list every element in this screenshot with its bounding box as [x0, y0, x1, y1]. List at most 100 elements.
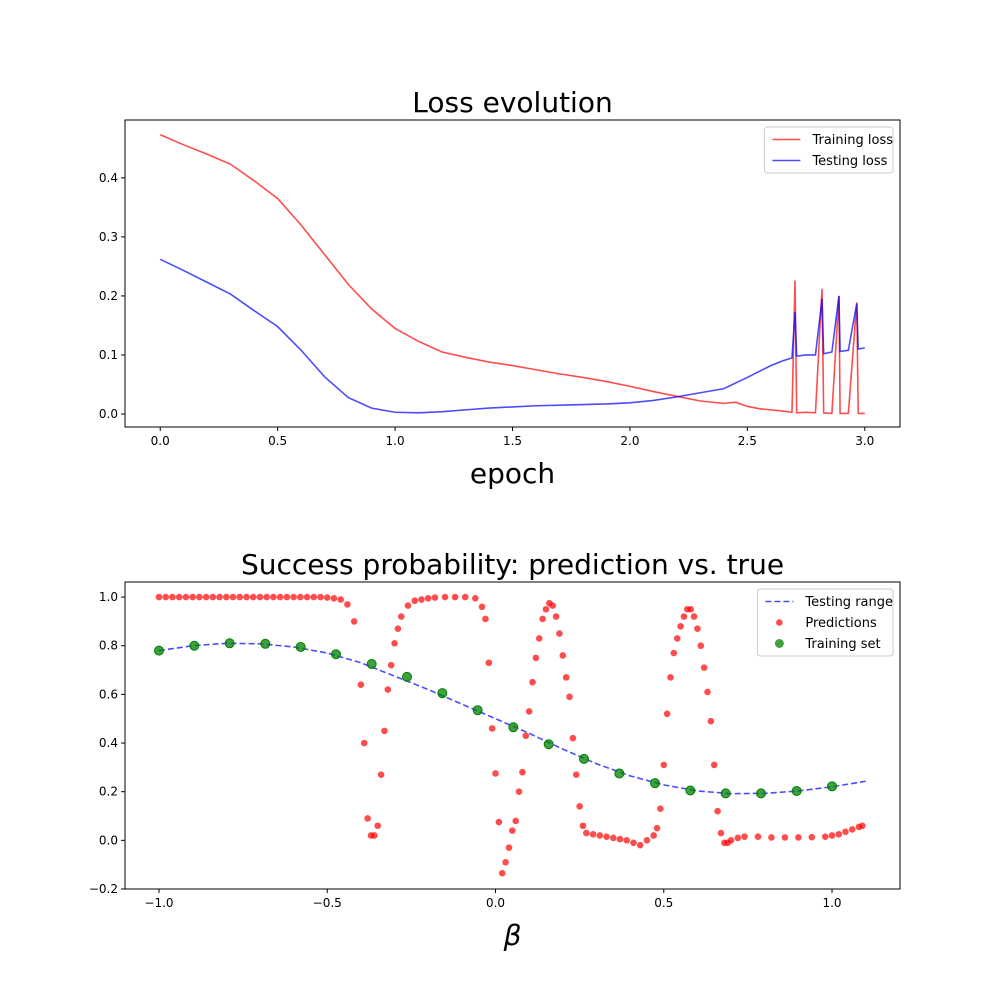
data-point — [263, 593, 270, 601]
data-point — [371, 832, 378, 839]
data-point — [366, 658, 377, 669]
data-point — [539, 615, 546, 623]
data-point — [616, 835, 624, 843]
data-point — [781, 834, 789, 841]
data-point — [222, 593, 230, 601]
data-point — [650, 832, 657, 839]
data-point — [717, 829, 725, 837]
data-point — [472, 705, 483, 716]
data-point — [680, 613, 688, 620]
legend: Training loss Testing loss — [763, 126, 894, 174]
x-tick-label: 2.5 — [738, 434, 757, 448]
data-point — [357, 681, 365, 688]
data-point — [418, 596, 425, 603]
data-point — [653, 824, 661, 832]
data-point — [175, 593, 183, 601]
data-point — [572, 771, 580, 778]
data-point — [603, 833, 610, 840]
data-point — [377, 771, 385, 778]
data-point — [492, 770, 499, 777]
data-point — [202, 593, 210, 601]
data-point — [431, 594, 439, 601]
data-point — [663, 710, 671, 718]
x-tick-label: 0.5 — [654, 896, 673, 910]
data-point — [821, 833, 829, 840]
x-tick-label: 1.0 — [386, 434, 405, 448]
data-point — [153, 645, 164, 656]
data-point — [337, 596, 345, 603]
data-point — [502, 858, 509, 866]
data-point — [562, 674, 570, 681]
data-point — [243, 593, 250, 601]
data-point — [461, 593, 469, 601]
data-point — [589, 830, 597, 838]
data-point — [317, 593, 324, 601]
data-point — [270, 593, 277, 601]
data-point — [478, 603, 486, 611]
y-tick-label: 0.3 — [99, 230, 118, 244]
data-point — [437, 688, 448, 699]
data-point — [411, 597, 419, 605]
data-point — [707, 717, 715, 725]
x-tick-label: 0.0 — [151, 434, 170, 448]
x-tick-label: 1.0 — [822, 896, 841, 910]
data-point — [727, 837, 735, 844]
data-point — [566, 693, 573, 701]
data-point — [505, 844, 513, 851]
data-point — [808, 833, 816, 841]
data-point — [579, 822, 587, 830]
data-point — [283, 593, 291, 601]
y-tick-label: 0.4 — [99, 736, 118, 750]
data-point — [216, 593, 223, 601]
data-point — [741, 833, 748, 840]
data-point — [169, 593, 176, 601]
data-point — [685, 785, 696, 796]
data-point — [690, 613, 698, 620]
data-point — [387, 661, 395, 669]
data-point — [310, 593, 318, 601]
data-point — [694, 625, 701, 633]
data-point — [768, 834, 775, 841]
data-point — [828, 832, 836, 839]
data-point — [224, 638, 235, 649]
data-point — [196, 593, 203, 601]
data-point — [297, 593, 304, 601]
data-point — [650, 778, 661, 789]
data-line — [159, 134, 865, 415]
data-point — [451, 593, 459, 601]
data-point — [209, 593, 217, 601]
data-point — [700, 664, 708, 671]
data-point — [636, 841, 644, 849]
legend-label: Training loss — [811, 133, 893, 148]
data-point — [260, 638, 271, 649]
data-point — [791, 785, 802, 796]
data-point — [522, 732, 530, 740]
legend-label: Training set — [804, 637, 880, 652]
data-point — [402, 671, 413, 682]
data-point — [397, 613, 405, 620]
data-point — [303, 593, 311, 601]
x-tick-label: −0.5 — [313, 896, 342, 910]
data-point — [360, 739, 368, 747]
y-tick-label: 0.4 — [99, 171, 118, 185]
data-point — [535, 635, 543, 642]
chart-title: Loss evolution — [412, 86, 612, 119]
data-point — [673, 635, 681, 642]
data-point — [482, 615, 489, 623]
data-point — [155, 593, 163, 601]
plot-frame — [124, 119, 901, 428]
data-point — [189, 593, 196, 601]
data-point — [756, 788, 767, 799]
data-point — [229, 593, 237, 601]
y-tick-label: 0.8 — [99, 639, 118, 653]
data-point — [323, 594, 331, 601]
data-point — [720, 788, 731, 799]
x-tick-label: 3.0 — [855, 434, 874, 448]
data-point — [364, 815, 371, 822]
data-point — [714, 807, 721, 815]
subplot: Success probability: prediction vs. true… — [89, 548, 901, 952]
data-point — [543, 739, 554, 750]
data-point — [249, 593, 257, 601]
legend-box — [756, 588, 894, 657]
